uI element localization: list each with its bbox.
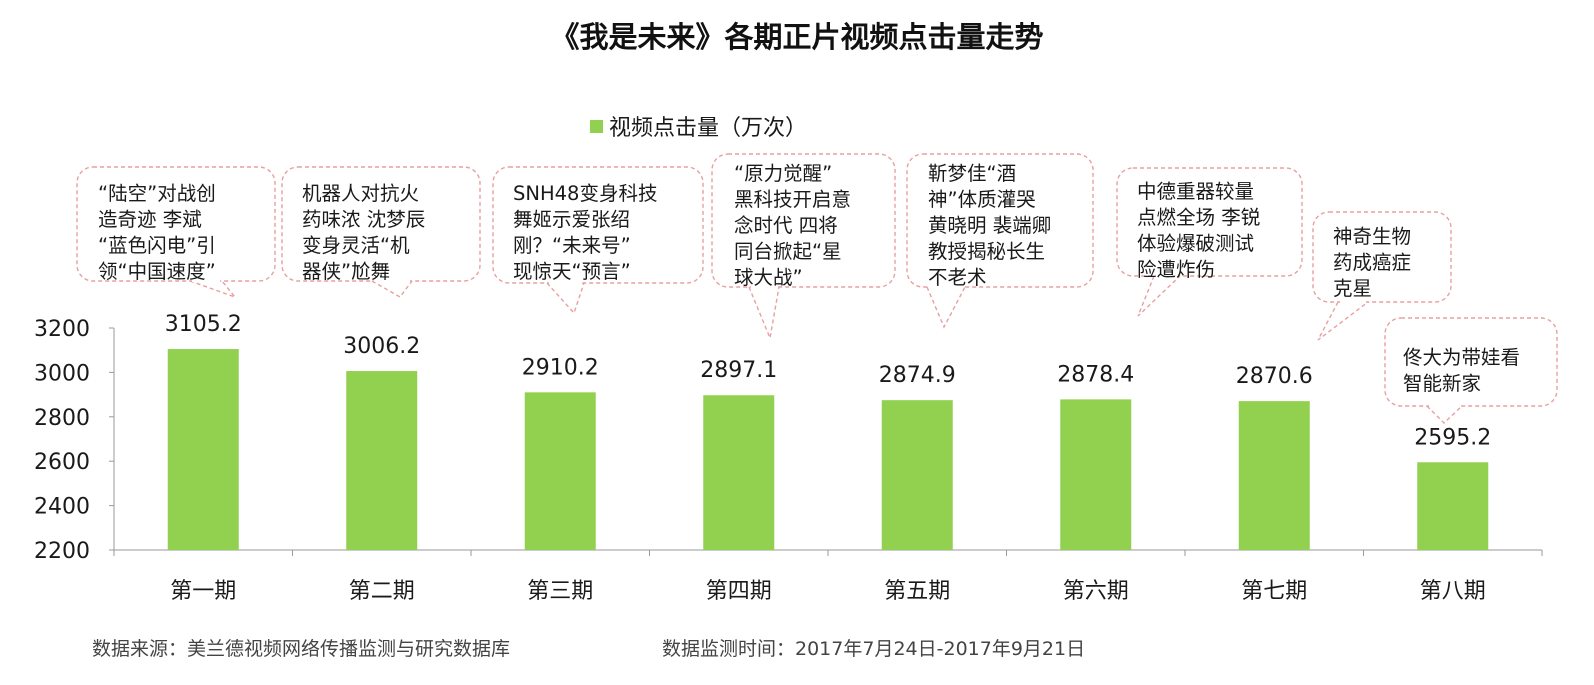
bar-value-label: 2595.2	[1414, 425, 1491, 450]
bar-value-label: 3006.2	[343, 334, 420, 359]
callout-text-line: 念时代 四将	[734, 214, 838, 237]
data-source-note: 数据来源：美兰德视频网络传播监测与研究数据库	[92, 638, 511, 660]
callout-text-line: 黄晓明 裴端卿	[928, 214, 1051, 237]
bar	[703, 395, 775, 550]
y-tick-label: 2600	[34, 450, 90, 475]
chart-title: 《我是未来》各期正片视频点击量走势	[550, 20, 1044, 54]
category-label: 第五期	[884, 579, 950, 604]
y-tick-label: 3200	[34, 317, 90, 342]
callout-text-line: 点燃全场 李锐	[1137, 206, 1260, 229]
callout-box	[492, 166, 704, 284]
callout-text-line: 同台掀起“星	[734, 240, 842, 263]
callout-text-line: 器侠”尬舞	[302, 260, 390, 283]
callout-text-line: “蓝色闪电”引	[98, 234, 216, 257]
bar-value-label: 2910.2	[522, 355, 599, 380]
callout-box	[76, 166, 276, 282]
callout-text-line: 药成癌症	[1333, 251, 1411, 274]
category-label: 第七期	[1241, 579, 1307, 604]
callout-text-line: 险遭炸伤	[1137, 258, 1215, 281]
callout-text-line: 现惊天“预言”	[513, 260, 631, 283]
callout-text-line: 佟大为带娃看	[1403, 346, 1520, 369]
category-label: 第四期	[706, 579, 772, 604]
bar	[346, 371, 418, 550]
callout-pointer	[189, 280, 238, 299]
y-tick-label: 2200	[34, 539, 90, 564]
category-label: 第八期	[1420, 579, 1486, 604]
callout-text-line: 造奇迹 李斌	[98, 208, 202, 231]
callout-text-line: 黑科技开启意	[734, 188, 851, 211]
callout-box	[711, 153, 896, 288]
bar	[524, 392, 596, 550]
bar-value-label: 2897.1	[700, 358, 777, 383]
callout-text-line: 神”体质灌哭	[928, 188, 1036, 211]
callout-text-line: 不老术	[928, 266, 987, 289]
category-label: 第六期	[1063, 579, 1129, 604]
category-label: 第三期	[527, 579, 593, 604]
callout-text-line: “陆空”对战创	[98, 182, 216, 205]
callout-pointer	[1317, 301, 1369, 341]
callout-text-line: 变身灵活“机	[302, 234, 410, 257]
chart-legend: 视频点击量（万次）	[590, 112, 808, 141]
category-label: 第一期	[170, 579, 236, 604]
callout-text-line: 克星	[1333, 277, 1372, 300]
callout-text-line: 智能新家	[1403, 372, 1481, 395]
callout-text-line: “原力觉醒”	[734, 162, 832, 185]
monitoring-period-note: 数据监测时间：2017年7月24日-2017年9月21日	[662, 638, 1086, 660]
bar-value-label: 2870.6	[1236, 364, 1313, 389]
callout-text-line: 药味浓 沈梦辰	[302, 208, 425, 231]
callout-text-line: 机器人对抗火	[302, 182, 419, 205]
y-tick-label: 3000	[34, 361, 90, 386]
bar-value-label: 2874.9	[879, 363, 956, 388]
bar-value-label: 2878.4	[1057, 362, 1134, 387]
callout-text-line: 刚？“未来号”	[513, 234, 631, 257]
legend-swatch	[590, 119, 603, 133]
callout-text-line: 中德重器较量	[1137, 180, 1254, 203]
bar	[1060, 399, 1132, 550]
callout-text-line: 教授揭秘长生	[928, 240, 1045, 263]
callout-text-line: 领“中国速度”	[98, 260, 216, 283]
callout-pointer	[546, 282, 585, 315]
bar	[167, 349, 239, 550]
y-tick-label: 2400	[34, 495, 90, 520]
bar	[1417, 462, 1489, 550]
callout-pointer	[926, 286, 966, 329]
bar	[881, 400, 953, 550]
callout-pointer	[1426, 405, 1463, 424]
bar-value-label: 3105.2	[165, 312, 242, 337]
callout-text-line: 神奇生物	[1333, 225, 1411, 248]
callout-pointer	[1137, 275, 1181, 317]
callout-text-line: 舞姬示爱张绍	[513, 208, 630, 231]
category-label: 第二期	[349, 579, 415, 604]
callout-text-line: 球大战”	[734, 266, 803, 289]
legend-label: 视频点击量（万次）	[609, 116, 808, 141]
callout-pointer	[371, 280, 413, 298]
callout-text-line: 靳梦佳“酒	[928, 162, 1016, 185]
callout-box	[1312, 211, 1452, 303]
y-tick-label: 2800	[34, 406, 90, 431]
bar	[1238, 401, 1310, 550]
callout-box	[1384, 317, 1558, 407]
callout-text-line: 体验爆破测试	[1137, 232, 1254, 255]
callout-pointer	[748, 286, 780, 341]
callout-box	[906, 153, 1094, 288]
callout-text-line: SNH48变身科技	[513, 182, 657, 205]
